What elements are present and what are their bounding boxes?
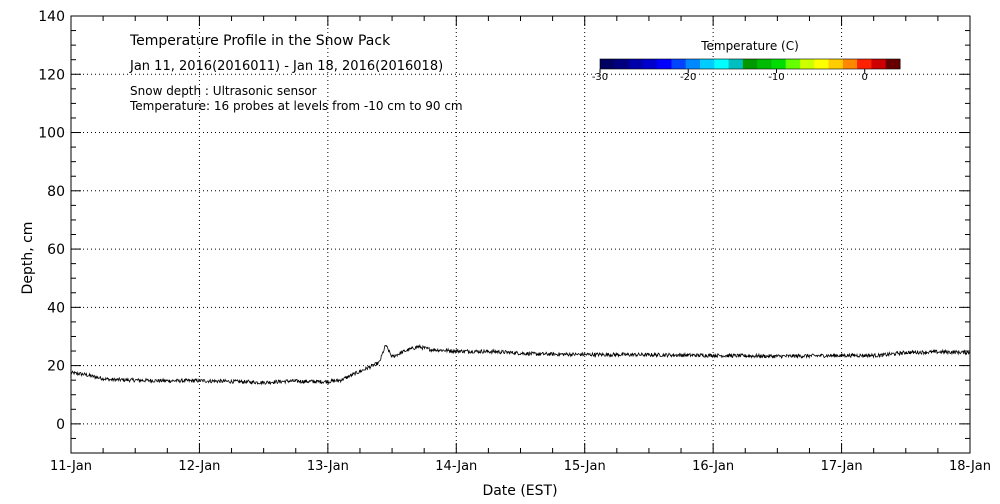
colorbar-cell	[757, 59, 772, 69]
tick-layer: 11-Jan 12-Jan 13-Jan 14-Jan 15-Jan 16-Jan 17-J…	[38, 9, 991, 474]
colorbar-cell	[885, 59, 901, 69]
plot-frame	[70, 15, 971, 454]
colorbar-cell	[600, 59, 615, 69]
colorbar-cell	[642, 59, 658, 69]
colorbar-cell	[728, 59, 744, 69]
colorbar-ticks: -30 -20 -10 0	[592, 69, 868, 83]
colorbar-cell	[785, 59, 801, 69]
y-tick-label: 20	[47, 359, 65, 375]
colorbar-frame	[599, 58, 901, 70]
colorbar-cell	[814, 59, 830, 69]
temperature-colorbar: Temperature (C) -30 -20 -10 0	[592, 39, 901, 83]
colorbar-cell	[614, 59, 630, 69]
y-axis-label: Depth, cm	[20, 222, 36, 295]
chart-subtitle: Jan 11, 2016(2016011) - Jan 18, 2016(201…	[129, 59, 443, 74]
x-tick-label: 14-Jan	[435, 459, 477, 474]
snow-depth-line	[70, 343, 971, 386]
colorbar-tick-label: 0	[862, 72, 868, 83]
x-tick-label: 15-Jan	[564, 459, 606, 474]
y-tick-label: 40	[47, 300, 65, 316]
colorbar-cell	[685, 59, 701, 69]
x-tick-label: 18-Jan	[949, 459, 991, 474]
y-tick-label: 60	[47, 242, 65, 258]
x-tick-label: 17-Jan	[821, 459, 863, 474]
colorbar-cell	[871, 59, 887, 69]
colorbar-cell	[842, 59, 858, 69]
x-tick-label: 13-Jan	[307, 459, 349, 474]
colorbar-cell	[771, 59, 787, 69]
colorbar-tick-label: -30	[592, 72, 608, 83]
colorbar-cell	[714, 59, 730, 69]
y-tick-label: 80	[47, 184, 65, 200]
y-tick-label: 0	[56, 417, 65, 433]
colorbar-tick-label: -10	[768, 72, 784, 83]
y-tick-label: 120	[38, 67, 65, 83]
annotation-sensor: Snow depth : Ultrasonic sensor	[130, 84, 317, 98]
colorbar-cell	[628, 59, 644, 69]
colorbar-title: Temperature (C)	[700, 39, 799, 53]
x-tick-label: 16-Jan	[692, 459, 734, 474]
colorbar-cell	[671, 59, 687, 69]
colorbar-cell	[700, 59, 715, 69]
chart-title: Temperature Profile in the Snow Pack	[129, 33, 391, 49]
colorbar-cell	[857, 59, 872, 69]
annotation-probes: Temperature: 16 probes at levels from -1…	[129, 99, 463, 113]
series-layer	[70, 343, 971, 386]
x-axis-label: Date (EST)	[482, 483, 557, 499]
colorbar-cell	[800, 59, 815, 69]
grid-layer	[71, 16, 970, 453]
y-tick-label: 100	[38, 126, 65, 142]
x-tick-label: 12-Jan	[178, 459, 220, 474]
colorbar-cells	[599, 58, 901, 70]
colorbar-cell	[742, 59, 758, 69]
x-tick-label: 11-Jan	[50, 459, 92, 474]
colorbar-cell	[828, 59, 844, 69]
colorbar-cell	[657, 59, 672, 69]
y-tick-label: 140	[38, 9, 65, 25]
colorbar-tick-label: -20	[680, 72, 696, 83]
